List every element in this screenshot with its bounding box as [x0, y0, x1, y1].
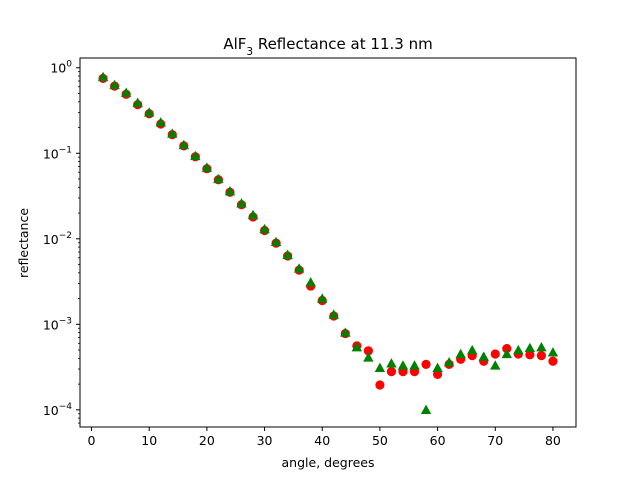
data-point-triangle: [547, 347, 559, 357]
data-point-circle: [525, 350, 535, 360]
data-point-triangle: [167, 128, 178, 138]
data-point-circle: [363, 346, 373, 356]
data-point-triangle: [97, 71, 109, 82]
data-point-triangle: [224, 186, 236, 196]
data-point-triangle: [513, 344, 524, 355]
x-axis-label: angle, degrees: [282, 455, 375, 470]
data-point-triangle: [259, 223, 270, 234]
data-point-triangle: [293, 263, 305, 273]
data-point-triangle: [490, 360, 501, 370]
y-axis-label: reflectance: [16, 208, 31, 278]
data-point-triangle: [386, 358, 397, 368]
data-point-triangle: [109, 79, 120, 90]
x-tick-label: 30: [257, 433, 273, 448]
data-point-triangle: [363, 352, 374, 362]
chart-title: AlF3 Reflectance at 11.3 nm: [223, 35, 432, 58]
data-point-triangle: [155, 117, 166, 127]
data-point-circle: [536, 351, 546, 361]
data-point-circle: [490, 349, 500, 359]
data-point-triangle: [247, 209, 259, 220]
x-tick-label: 0: [88, 433, 96, 448]
data-point-triangle: [536, 342, 547, 352]
data-point-triangle: [282, 249, 293, 259]
data-point-triangle: [201, 162, 213, 172]
data-point-triangle: [478, 351, 489, 361]
y-tick-label: 10−1: [43, 145, 72, 161]
y-axis-ticks: 10−4 10−3 10−2 10−1 100: [43, 60, 80, 424]
data-point-triangle: [270, 236, 282, 247]
x-tick-label: 70: [487, 433, 503, 448]
data-point-triangle: [351, 342, 363, 352]
data-point-triangle: [397, 360, 409, 370]
plot-frame: [79, 57, 577, 428]
data-point-triangle: [443, 357, 455, 367]
data-point-triangle: [190, 150, 201, 161]
y-tick-label: 10−2: [43, 231, 72, 247]
x-tick-label: 60: [430, 433, 446, 448]
data-point-circle: [421, 359, 431, 369]
y-tick-label: 10−3: [43, 316, 72, 332]
data-point-triangle: [420, 404, 432, 414]
data-point-triangle: [455, 348, 466, 359]
data-point-triangle: [132, 97, 143, 107]
data-point-triangle: [178, 139, 190, 150]
data-point-circle: [375, 380, 385, 390]
x-tick-label: 20: [199, 433, 215, 448]
data-point-triangle: [213, 173, 224, 184]
data-point-triangle: [340, 327, 351, 337]
data-point-triangle: [374, 362, 386, 372]
data-point-triangle: [236, 198, 247, 208]
data-point-circle: [502, 344, 512, 354]
data-point-circle: [548, 356, 558, 366]
title-main: AlF: [223, 35, 246, 53]
data-point-triangle: [501, 348, 512, 359]
title-rest: Reflectance at 11.3 nm: [253, 35, 433, 53]
data-point-circle: [432, 369, 443, 379]
data-point-triangle: [317, 293, 328, 303]
data-point-triangle: [328, 309, 339, 319]
data-point-triangle: [466, 344, 478, 355]
data-points: [97, 71, 559, 414]
data-point-triangle: [409, 360, 420, 370]
y-tick-label: 10−4: [43, 402, 72, 418]
data-point-triangle: [524, 342, 536, 353]
data-point-triangle: [305, 277, 316, 287]
data-point-circle: [386, 366, 397, 377]
data-point-triangle: [144, 107, 155, 117]
data-point-triangle: [120, 87, 132, 97]
title-subscript: 3: [246, 46, 253, 58]
x-tick-label: 80: [545, 433, 561, 448]
x-tick-label: 50: [372, 433, 388, 448]
x-tick-label: 40: [314, 433, 330, 448]
x-tick-label: 10: [141, 433, 157, 448]
x-axis-ticks: 0 10 20 30 40 50 60 70 80: [88, 427, 561, 448]
y-tick-label: 100: [50, 60, 72, 76]
data-point-triangle: [432, 362, 443, 372]
